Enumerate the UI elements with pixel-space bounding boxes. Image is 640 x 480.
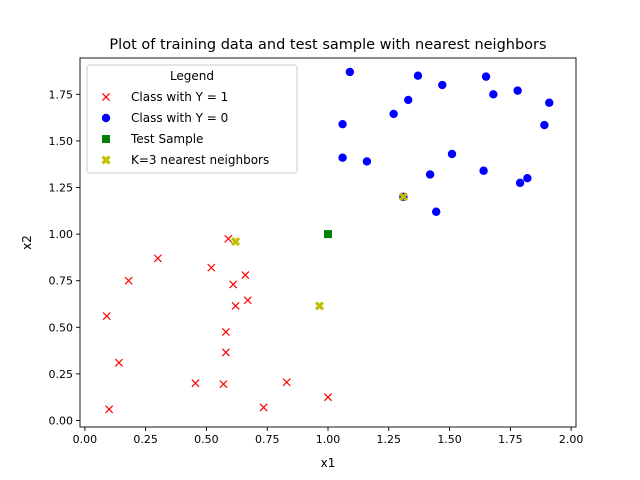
x-tick-label: 0.75 [255,433,280,446]
y-tick-label: 1.25 [49,182,74,195]
y-tick-label: 1.50 [49,135,74,148]
legend-box [86,64,298,174]
y-tick-label: 1.75 [49,88,74,101]
y-tick-label: 1.00 [49,228,74,241]
x-tick-label: 1.50 [437,433,462,446]
y-tick-label: 0.00 [49,414,74,427]
x-tick-label: 0.50 [194,433,219,446]
y-tick-label: 0.25 [49,368,74,381]
legend: Legend Class with Y = 1 Class with Y = 0 T… [86,64,298,174]
data-point-1-4 [513,86,522,95]
data-point-1-16 [523,174,532,183]
y-tick-label: 0.75 [49,275,74,288]
legend-entry-1: Class with Y = 0 [101,111,228,125]
legend-entries: Class with Y = 1 Class with Y = 0 Test Sam… [101,90,269,167]
legend-label-0: Class with Y = 1 [131,90,228,104]
x-axis-label: x1 [321,456,336,470]
legend-marker-2 [102,135,110,143]
data-point-0-11 [114,358,123,367]
series-0 [102,234,333,414]
x-axis: 0.00 0.25 0.50 0.75 1.00 1.25 1.50 1.75 2.00 [73,427,584,446]
data-point-1-17 [515,178,525,188]
data-point-1-12 [338,153,347,162]
chart-title: Plot of training data and test sample wi… [109,37,546,53]
data-point-0-12 [191,379,200,388]
data-point-0-14 [282,378,291,387]
data-point-1-6 [404,95,413,105]
data-point-0-4 [124,276,133,285]
legend-label-1: Class with Y = 0 [131,111,228,125]
y-axis-label: x2 [20,235,34,250]
data-point-0-3 [241,271,250,280]
data-point-1-14 [479,166,488,175]
data-point-0-17 [105,405,114,414]
y-tick-label: 0.50 [49,321,74,334]
data-point-1-5 [489,90,498,99]
data-point-1-8 [389,109,398,119]
data-point-1-1 [413,71,423,80]
legend-marker-3 [101,155,111,165]
data-point-0-0 [224,234,233,243]
data-point-1-3 [438,80,447,90]
data-point-0-1 [153,254,162,263]
legend-label-3: K=3 nearest neighbors [131,153,269,167]
plot-area [102,67,554,414]
series-3 [231,192,408,311]
series-2 [324,230,332,239]
data-point-3-0 [231,237,241,247]
data-point-0-2 [207,263,216,272]
x-tick-label: 0.25 [133,433,158,446]
legend-entry-2: Test Sample [102,132,203,146]
data-point-0-8 [102,312,111,321]
data-point-3-1 [314,301,325,311]
legend-entry-3: K=3 nearest neighbors [101,153,269,167]
data-point-2-0 [324,230,332,239]
legend-marker-0 [101,92,111,102]
data-point-0-7 [231,301,240,310]
data-point-1-2 [481,72,491,81]
data-point-0-16 [259,403,268,412]
data-point-1-15 [425,170,435,179]
legend-label-2: Test Sample [130,132,203,146]
x-tick-label: 0.00 [73,433,98,446]
x-tick-label: 1.00 [316,433,341,446]
data-point-0-13 [219,380,228,389]
data-point-0-6 [243,296,252,305]
data-point-3-2 [398,192,408,202]
data-point-0-10 [221,348,230,357]
x-tick-label: 1.25 [377,433,402,446]
data-point-1-0 [345,67,355,77]
legend-marker-1 [101,113,111,123]
y-axis: 0.00 0.25 0.50 0.75 1.00 1.25 1.50 1.75 [49,88,80,427]
data-point-1-10 [540,120,549,130]
data-point-0-5 [229,280,238,289]
data-point-1-7 [545,98,554,107]
legend-entry-0: Class with Y = 1 [101,90,228,104]
data-point-1-9 [338,119,347,129]
data-point-1-19 [431,207,441,216]
data-point-1-11 [447,149,457,159]
legend-title: Legend [170,69,214,83]
x-tick-label: 1.75 [498,433,523,446]
data-point-0-9 [221,327,230,336]
data-point-1-13 [362,157,372,166]
data-point-0-15 [323,393,333,402]
x-tick-label: 2.00 [559,433,584,446]
